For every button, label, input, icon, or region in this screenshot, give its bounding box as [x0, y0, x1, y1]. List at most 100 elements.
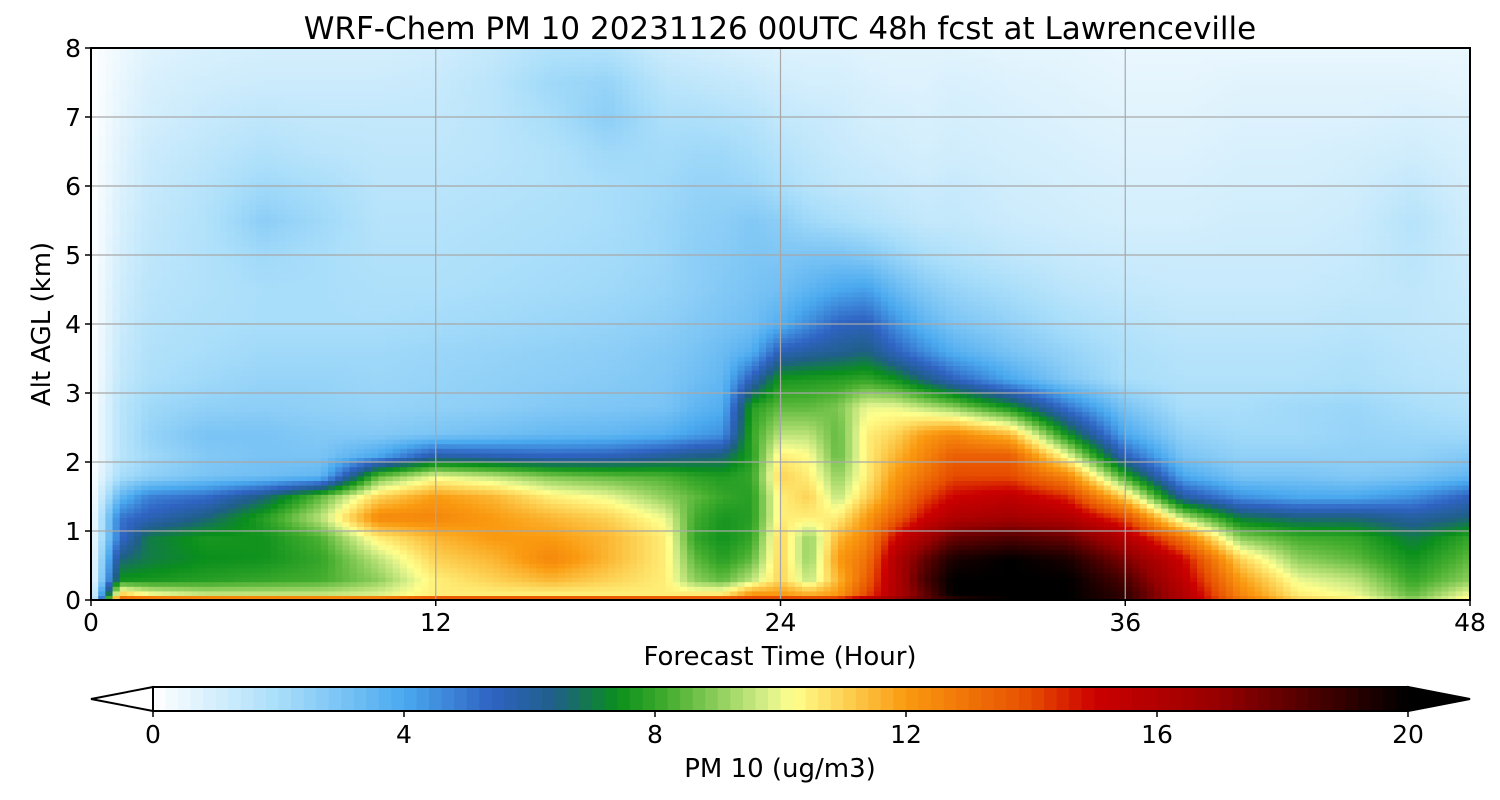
heatmap-cell: [687, 568, 695, 573]
heatmap-cell: [1341, 586, 1349, 591]
heatmap-cell: [285, 545, 293, 550]
heatmap-cell: [816, 545, 824, 550]
heatmap-cell: [615, 522, 623, 527]
heatmap-cell: [1434, 531, 1442, 536]
heatmap-cell: [113, 554, 121, 559]
heatmap-cell: [134, 480, 142, 485]
heatmap-cell: [759, 568, 767, 573]
heatmap-cell: [860, 572, 868, 577]
heatmap-cell: [314, 499, 322, 504]
heatmap-cell: [910, 568, 918, 573]
heatmap-cell: [1276, 494, 1284, 499]
heatmap-cell: [723, 508, 731, 513]
heatmap-cell: [1097, 582, 1105, 587]
heatmap-cell: [766, 554, 774, 559]
heatmap-cell: [903, 577, 911, 582]
heatmap-cell: [371, 508, 379, 513]
heatmap-cell: [881, 577, 889, 582]
heatmap-cell: [1140, 540, 1148, 545]
heatmap-cell: [220, 522, 228, 527]
heatmap-cell: [1104, 485, 1112, 490]
heatmap-cell: [278, 536, 286, 541]
heatmap-cell: [824, 522, 832, 527]
heatmap-cell: [788, 568, 796, 573]
heatmap-cell: [1240, 490, 1248, 495]
heatmap-cell: [1176, 485, 1184, 490]
heatmap-cell: [1097, 513, 1105, 518]
heatmap-cell: [314, 485, 322, 490]
heatmap-cell: [989, 549, 997, 554]
heatmap-cell: [931, 586, 939, 591]
heatmap-cell: [1154, 508, 1162, 513]
heatmap-cell: [852, 494, 860, 499]
heatmap-cell: [1305, 540, 1313, 545]
heatmap-cell: [299, 536, 307, 541]
heatmap-cell: [141, 531, 149, 536]
heatmap-cell: [946, 517, 954, 522]
heatmap-cell: [766, 499, 774, 504]
heatmap-cell: [737, 591, 745, 596]
heatmap-cell: [852, 531, 860, 536]
heatmap-cell: [730, 536, 738, 541]
heatmap-cell: [1111, 549, 1119, 554]
heatmap-cell: [1384, 582, 1392, 587]
heatmap-cell: [177, 490, 185, 495]
heatmap-cell: [1240, 503, 1248, 508]
heatmap-cell: [285, 591, 293, 596]
heatmap-cell: [903, 490, 911, 495]
heatmap-cell: [673, 536, 681, 541]
heatmap-cell: [1233, 549, 1241, 554]
heatmap-cell: [637, 540, 645, 545]
heatmap-cell: [235, 582, 243, 587]
heatmap-cell: [982, 572, 990, 577]
heatmap-cell: [694, 563, 702, 568]
heatmap-cell: [1204, 494, 1212, 499]
heatmap-cell: [989, 563, 997, 568]
heatmap-cell: [888, 503, 896, 508]
heatmap-cell: [924, 572, 932, 577]
heatmap-cell: [220, 513, 228, 518]
heatmap-cell: [1334, 563, 1342, 568]
heatmap-cell: [759, 517, 767, 522]
heatmap-cell: [881, 480, 889, 485]
heatmap-cell: [443, 559, 451, 564]
heatmap-cell: [1456, 572, 1464, 577]
heatmap-cell: [1247, 591, 1255, 596]
heatmap-cell: [1334, 582, 1342, 587]
heatmap-cell: [1341, 582, 1349, 587]
heatmap-cell: [1068, 586, 1076, 591]
heatmap-cell: [536, 508, 544, 513]
heatmap-cell: [974, 563, 982, 568]
heatmap-cell: [443, 591, 451, 596]
heatmap-cell: [1176, 503, 1184, 508]
heatmap-cell: [1384, 554, 1392, 559]
heatmap-cell: [278, 568, 286, 573]
heatmap-cell: [493, 549, 501, 554]
heatmap-cell: [960, 563, 968, 568]
heatmap-cell: [486, 559, 494, 564]
heatmap-cell: [615, 490, 623, 495]
heatmap-cell: [637, 582, 645, 587]
heatmap-cell: [601, 490, 609, 495]
heatmap-cell: [242, 577, 250, 582]
heatmap-cell: [1082, 536, 1090, 541]
heatmap-cell: [192, 559, 200, 564]
heatmap-cell: [1298, 540, 1306, 545]
heatmap-cell: [1161, 494, 1169, 499]
heatmap-cell: [967, 522, 975, 527]
heatmap-cell: [974, 554, 982, 559]
heatmap-cell: [709, 503, 717, 508]
heatmap-cell: [658, 591, 666, 596]
heatmap-cell: [1448, 540, 1456, 545]
heatmap-cell: [982, 499, 990, 504]
heatmap-cell: [1125, 513, 1133, 518]
heatmap-cell: [192, 508, 200, 513]
heatmap-cell: [895, 563, 903, 568]
heatmap-cell: [752, 554, 760, 559]
heatmap-cell: [357, 568, 365, 573]
heatmap-cell: [838, 536, 846, 541]
heatmap-cell: [1276, 499, 1284, 504]
heatmap-cell: [1405, 485, 1413, 490]
heatmap-cell: [1283, 536, 1291, 541]
heatmap-cell: [292, 480, 300, 485]
